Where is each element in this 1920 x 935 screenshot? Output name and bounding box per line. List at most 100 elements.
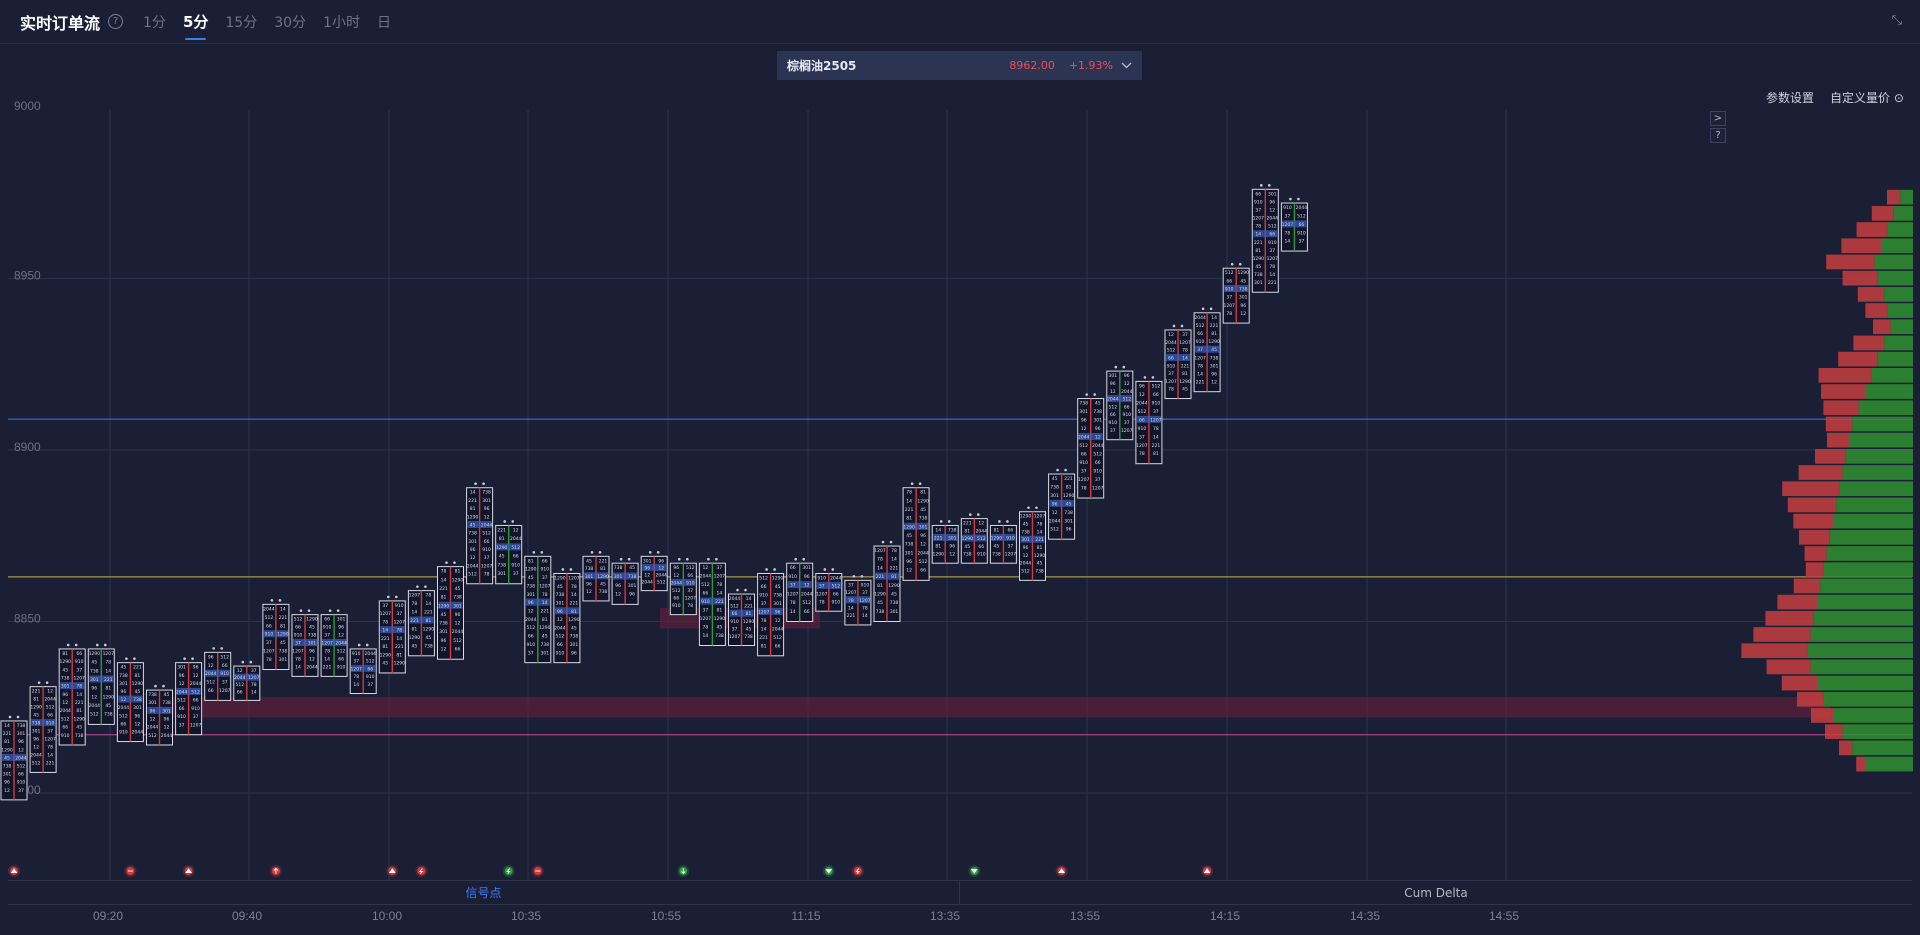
- profile-buy-bar: [1842, 724, 1913, 740]
- bar-top-dot: [1064, 468, 1067, 472]
- help-icon[interactable]: ?: [108, 14, 124, 29]
- bar-top-dot: [977, 513, 980, 516]
- footprint-cell: 301: [1210, 363, 1219, 369]
- footprint-cell: 45: [412, 643, 418, 649]
- footprint-cell: 1290: [306, 617, 318, 623]
- footprint-cell: 221: [934, 535, 943, 541]
- custom-quote-link[interactable]: 自定义量价 ⊙: [1830, 89, 1904, 106]
- footprint-cell: 45: [426, 635, 432, 641]
- collapse-icon[interactable]: ⤡: [1891, 13, 1902, 28]
- footprint-cell: 301: [948, 535, 957, 541]
- footprint-cell: 81: [920, 490, 926, 496]
- footprint-cell: 512: [191, 689, 200, 695]
- footprint-cell: 78: [1182, 348, 1188, 354]
- footprint-cell: 301: [773, 601, 782, 607]
- tab-signals[interactable]: 信号点: [8, 881, 960, 904]
- footprint-cell: 81: [441, 595, 447, 601]
- footprint-bar: 512 1290 66 45 910 738 37 301 1207 96 78 12: [1222, 262, 1250, 324]
- footprint-cell: 66: [455, 647, 461, 653]
- footprint-cell: 81: [1037, 545, 1043, 551]
- bar-top-dot: [278, 599, 282, 602]
- footprint-cell: 14: [280, 606, 286, 612]
- footprint-poc-row: [671, 578, 696, 586]
- tab-5min[interactable]: 5分: [182, 13, 209, 40]
- footprint-cell: 910: [294, 633, 303, 639]
- footprint-poc-row: [351, 664, 376, 672]
- footprint-cell: 96: [1139, 383, 1145, 389]
- symbol-selector[interactable]: 棕榈油2505 8962.00 +1.93%: [777, 51, 1142, 80]
- footprint-cell: 301: [643, 558, 652, 564]
- footprint-cell: 221: [1035, 537, 1044, 543]
- bar-top-dot: [74, 643, 78, 647]
- footprint-cell: 910: [788, 574, 797, 580]
- footprint-cell: 910: [1093, 469, 1102, 475]
- bar-top-dot: [707, 557, 710, 561]
- profile-sell-bar: [1838, 351, 1878, 367]
- footprint-cell: 81: [33, 697, 39, 703]
- footprint-cell: 738: [1064, 510, 1073, 516]
- chart-help-icon[interactable]: ?: [1710, 128, 1726, 143]
- chevron-down-icon[interactable]: [1121, 59, 1132, 72]
- bar-top-dot: [794, 557, 797, 561]
- footprint-cell: 37: [76, 667, 82, 673]
- tab-cum-delta[interactable]: Cum Delta: [1404, 886, 1468, 900]
- footprint-cell: 78: [1197, 363, 1203, 369]
- bar-top-dot: [686, 557, 689, 561]
- footprint-cell: 12: [920, 542, 926, 548]
- footprint-cell: 910: [46, 721, 55, 727]
- footprint-cell: 78: [1153, 426, 1159, 432]
- footprint-cell: 45: [1023, 522, 1029, 528]
- footprint-cell: 738: [992, 551, 1001, 557]
- tab-15min[interactable]: 15分: [225, 14, 258, 31]
- footprint-cell: 512: [1093, 452, 1102, 458]
- footprint-cell: 37: [862, 590, 868, 596]
- bar-top-dot: [445, 561, 448, 564]
- tab-1hour[interactable]: 1小时: [323, 14, 360, 31]
- footprint-cell: 2044: [44, 697, 56, 703]
- footprint-cell: 96: [528, 600, 534, 606]
- footprint-cell: 910: [1297, 230, 1306, 236]
- footprint-cell: 78: [484, 572, 490, 578]
- footprint-cell: 14: [877, 565, 883, 571]
- footprint-cell: 45: [1095, 401, 1101, 407]
- footprint-cell: 1290: [496, 545, 508, 551]
- profile-buy-bar: [1807, 643, 1913, 659]
- bar-top-dot: [736, 588, 739, 592]
- footprint-cell: 12: [33, 744, 39, 750]
- footprint-cell: 81: [455, 569, 461, 575]
- footprint-cell: 66: [761, 584, 767, 590]
- footprint-cell: 1207: [1121, 428, 1133, 434]
- footprint-cell: 45: [1066, 501, 1072, 507]
- profile-sell-bar: [1787, 497, 1837, 513]
- tab-1min[interactable]: 1分: [143, 14, 166, 31]
- footprint-poc-row: [1166, 353, 1190, 361]
- profile-buy-bar: [1865, 384, 1913, 399]
- bar-top-dot: [1035, 506, 1038, 510]
- footprint-cell: 81: [62, 651, 68, 657]
- footprint-cell: 1290: [380, 652, 392, 658]
- expand-arrow-icon[interactable]: >: [1710, 111, 1726, 126]
- footprint-cell: 1290: [409, 635, 421, 641]
- footprint-cell: 37: [1269, 248, 1275, 254]
- symbol-price: 8962.00: [1009, 59, 1055, 72]
- footprint-cell: 221: [1196, 380, 1205, 386]
- footprint-cell: 81: [528, 558, 534, 564]
- footprint-cell: 512: [148, 733, 157, 739]
- bar-top-dot: [1180, 324, 1184, 328]
- footprint-cell: 66: [179, 706, 185, 712]
- param-settings-link[interactable]: 参数设置: [1766, 91, 1815, 105]
- footprint-cell: 1207: [859, 598, 871, 604]
- footprint-cell: 37: [790, 583, 796, 589]
- tab-30min[interactable]: 30分: [274, 14, 307, 31]
- bar-top-dot: [569, 568, 573, 571]
- profile-sell-bar: [1782, 481, 1840, 497]
- footprint-cell: 512: [366, 659, 375, 665]
- footprint-cell: 66: [790, 565, 796, 571]
- bar-top-dot: [831, 568, 835, 571]
- tab-day[interactable]: 日: [376, 14, 391, 31]
- footprint-cell: 301: [279, 657, 288, 663]
- footprint-cell: 301: [1079, 409, 1088, 415]
